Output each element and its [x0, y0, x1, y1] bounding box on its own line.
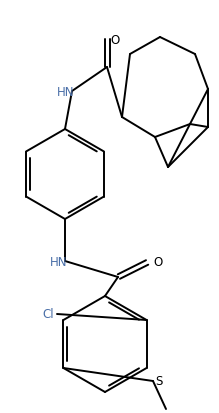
Text: HN: HN	[49, 255, 67, 268]
Text: S: S	[155, 375, 162, 387]
Text: Cl: Cl	[42, 308, 54, 321]
Text: O: O	[110, 33, 119, 46]
Text: HN: HN	[57, 85, 74, 98]
Text: O: O	[153, 255, 162, 268]
